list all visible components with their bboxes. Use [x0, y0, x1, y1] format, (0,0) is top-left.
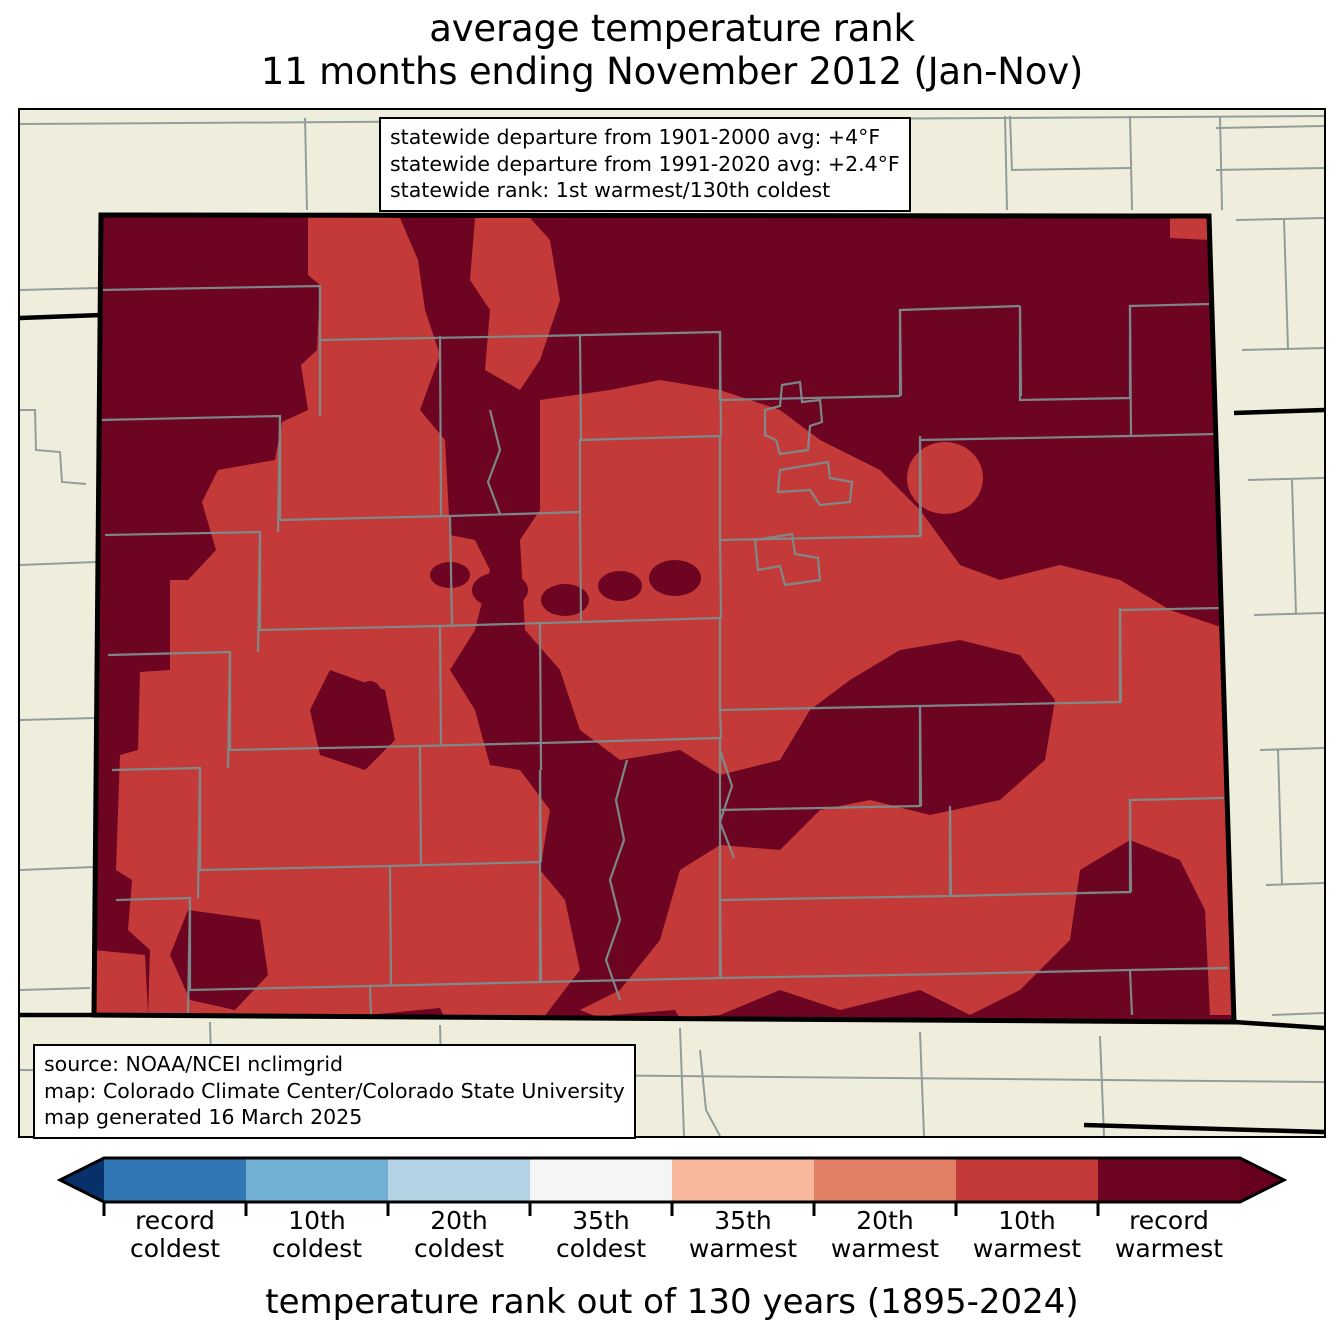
source-line-2: map: Colorado Climate Center/Colorado St… [44, 1078, 625, 1103]
title-line-1: average temperature rank [429, 7, 915, 50]
source-line-3: map generated 16 March 2025 [44, 1105, 363, 1130]
colorbar-under-arrow [60, 1158, 104, 1202]
tick-label-bottom: warmest [1114, 1234, 1224, 1263]
colorbar-ticks [102, 1202, 1100, 1216]
colorbar-segment-7 [1098, 1158, 1241, 1202]
rank-10th-warmest-region [94, 215, 1234, 1022]
colorbar-segments [56, 1156, 1288, 1204]
colorbar-svg [56, 1156, 1288, 1216]
tick-label-top: 20th [430, 1206, 488, 1235]
tick-label-bottom: coldest [413, 1234, 505, 1263]
tick-label-top: 10th [998, 1206, 1056, 1235]
colorbar [0, 1152, 1344, 1282]
tick-label-top: 35th [714, 1206, 772, 1235]
colorbar-segment-0 [104, 1158, 247, 1202]
map-canvas[interactable] [18, 108, 1326, 1138]
page-title: average temperature rank 11 months endin… [0, 7, 1344, 94]
colorado-county-lines [100, 284, 1229, 1016]
title-line-2: 11 months ending November 2012 (Jan-Nov) [260, 49, 1084, 93]
colorado-temperature-rank-map [20, 110, 1324, 1136]
tick-label-bottom: coldest [129, 1234, 221, 1263]
colorado-state-border [91, 212, 1237, 1025]
colorbar-caption: temperature rank out of 130 years (1895-… [265, 1282, 1079, 1322]
source-line-1: source: NOAA/NCEI nclimgrid [44, 1052, 344, 1076]
colorbar-tick-label-3: 35th coldest [511, 1207, 691, 1263]
rank-record-warmest-inclusions [170, 560, 701, 1022]
colorbar-segment-3 [530, 1158, 673, 1202]
colorbar-over-arrow [1240, 1158, 1284, 1202]
neighboring-state-borders [20, 312, 1324, 1135]
tick-label-top: 10th [288, 1206, 346, 1235]
colorbar-tick-label-0: record coldest [85, 1207, 265, 1263]
colorbar-tick-label-1: 10th coldest [227, 1207, 407, 1263]
tick-label-bottom: coldest [271, 1234, 363, 1263]
tick-label-bottom: warmest [688, 1234, 798, 1263]
tick-label-top: 20th [856, 1206, 914, 1235]
tick-label-bottom: coldest [555, 1234, 647, 1263]
colorbar-segment-5 [814, 1158, 957, 1202]
colorbar-segment-1 [246, 1158, 389, 1202]
tick-label-top: 35th [572, 1206, 630, 1235]
stats-line-2: statewide departure from 1991-2020 avg: … [390, 151, 900, 176]
source-credits-box: source: NOAA/NCEI nclimgrid map: Colorad… [33, 1044, 636, 1139]
colorbar-tick-label-6: 10th warmest [937, 1207, 1117, 1263]
colorbar-tick-label-5: 20th warmest [795, 1207, 975, 1263]
colorbar-segment-6 [956, 1158, 1099, 1202]
colorbar-tick-label-4: 35th warmest [653, 1207, 833, 1263]
tick-label-top: record [135, 1206, 215, 1235]
colorbar-tick-label-2: 20th coldest [369, 1207, 549, 1263]
stats-line-1: statewide departure from 1901-2000 avg: … [390, 125, 881, 149]
colorbar-tick-label-7: record warmest [1079, 1207, 1259, 1263]
colorado-state-fill [94, 215, 1234, 1022]
colorbar-segment-4 [672, 1158, 815, 1202]
statewide-stats-box: statewide departure from 1901-2000 avg: … [379, 117, 911, 212]
stats-line-3: statewide rank: 1st warmest/130th coldes… [390, 178, 831, 203]
tick-label-bottom: warmest [830, 1234, 940, 1263]
colorbar-segment-2 [388, 1158, 531, 1202]
colorbar-outline [56, 1156, 1288, 1204]
tick-label-bottom: warmest [972, 1234, 1082, 1263]
tick-label-top: record [1129, 1206, 1209, 1235]
